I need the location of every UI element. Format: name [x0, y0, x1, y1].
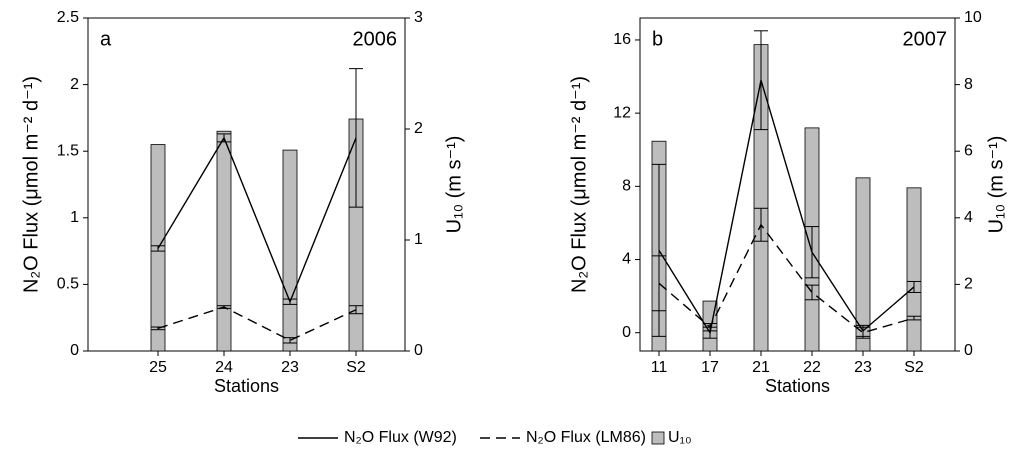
series-line — [157, 136, 357, 304]
plot-frame — [639, 17, 956, 352]
panel-label: b — [652, 28, 663, 50]
x-tick-label: 24 — [215, 359, 233, 376]
bar — [855, 177, 871, 352]
error-bar — [805, 284, 819, 301]
error-bar — [283, 337, 297, 344]
y2-axis-label: U₁₀ (m s⁻¹) — [443, 136, 465, 234]
y-tick-label: 2 — [70, 76, 79, 93]
x-tick-label: 22 — [803, 359, 821, 376]
error-bar — [283, 298, 297, 305]
error-bar — [856, 326, 870, 339]
y2-tick-label: 0 — [964, 342, 973, 359]
error-bar — [805, 226, 819, 279]
y-axis-label: N₂O Flux (μmol m⁻² d⁻¹) — [20, 76, 42, 293]
y-tick-label: 0 — [622, 324, 631, 341]
y-tick-label: 2.5 — [57, 9, 79, 26]
error-bar — [907, 280, 921, 293]
error-bar — [349, 305, 363, 315]
x-tick-label: 21 — [752, 359, 770, 376]
y2-tick-label: 8 — [964, 76, 973, 93]
x-tick-label: S2 — [346, 359, 366, 376]
error-bar — [151, 326, 165, 331]
panel-year: 2007 — [903, 28, 948, 50]
x-tick-label: 23 — [281, 359, 299, 376]
y2-axis-label: U₁₀ (m s⁻¹) — [985, 136, 1007, 234]
series-line — [157, 306, 357, 342]
bar — [906, 187, 922, 352]
y-axis-label: N₂O Flux (μmol m⁻² d⁻¹) — [568, 76, 590, 293]
panel-label: a — [100, 28, 112, 50]
legend-label: N₂O Flux (W92) — [344, 429, 457, 446]
y-tick-label: 4 — [622, 251, 631, 268]
y-tick-label: 1.5 — [57, 142, 79, 159]
x-tick-label: 17 — [701, 359, 719, 376]
y2-tick-label: 3 — [414, 9, 423, 26]
error-bar — [703, 323, 717, 332]
bar — [216, 130, 232, 352]
plot-frame — [87, 17, 406, 352]
y2-tick-label: 6 — [964, 142, 973, 159]
bar — [282, 149, 298, 352]
legend-swatch — [651, 431, 665, 445]
y-tick-label: 0 — [70, 342, 79, 359]
legend-label: U₁₀ — [668, 429, 692, 446]
legend-label: N₂O Flux (LM86) — [526, 429, 646, 446]
y2-tick-label: 2 — [414, 120, 423, 137]
error-bar — [349, 68, 363, 208]
y2-tick-label: 2 — [964, 276, 973, 293]
x-tick-label: 23 — [854, 359, 872, 376]
error-bar — [217, 133, 231, 143]
error-bar — [754, 207, 768, 242]
error-bar — [754, 30, 768, 131]
y2-tick-label: 10 — [964, 9, 982, 26]
x-axis-label: Stations — [765, 376, 830, 396]
series-line — [658, 80, 915, 335]
y2-tick-label: 0 — [414, 342, 423, 359]
error-bar — [217, 305, 231, 309]
panel-year: 2006 — [353, 28, 398, 50]
error-bar — [907, 315, 921, 321]
y2-tick-label: 1 — [414, 231, 423, 248]
x-tick-label: 11 — [651, 359, 668, 376]
y-tick-label: 12 — [613, 104, 631, 121]
y-tick-label: 8 — [622, 178, 631, 195]
y2-tick-label: 4 — [964, 209, 973, 226]
x-tick-label: 25 — [149, 359, 167, 376]
series-line — [658, 223, 915, 334]
y-tick-label: 16 — [613, 31, 631, 48]
x-axis-label: Stations — [214, 376, 279, 396]
error-bar — [652, 255, 666, 312]
x-tick-label: S2 — [904, 359, 924, 376]
y-tick-label: 1 — [70, 209, 79, 226]
y-tick-label: 0.5 — [57, 276, 79, 293]
error-bar — [151, 245, 165, 252]
